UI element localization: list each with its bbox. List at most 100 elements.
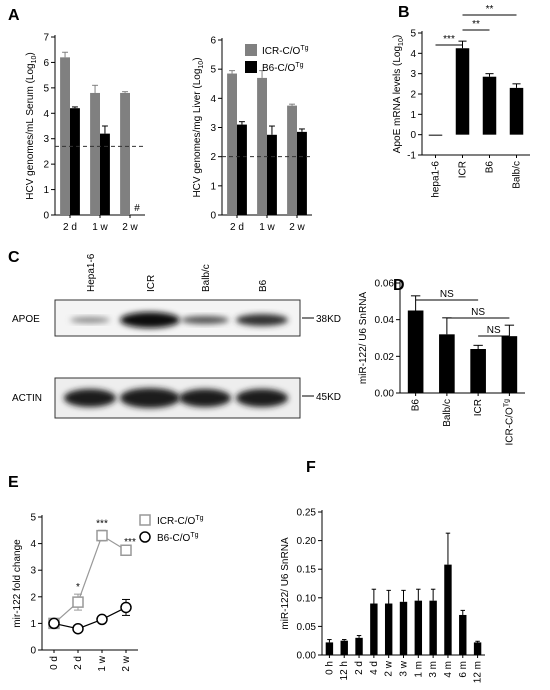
lane-label: ICR bbox=[146, 275, 157, 292]
text-part: 0 d bbox=[49, 656, 60, 670]
panel-label: E bbox=[8, 474, 19, 491]
bar bbox=[120, 92, 130, 215]
y-tick-label: 4 bbox=[410, 49, 416, 60]
y-label-part: ) bbox=[25, 52, 36, 55]
text-part: 2 w bbox=[289, 222, 305, 233]
text-part: 3 w bbox=[399, 660, 410, 676]
superscript: Tg bbox=[503, 399, 510, 407]
x-tick-label: 6 m bbox=[458, 661, 469, 678]
y-axis-label: HCV genomes/mg Liver (Log10) bbox=[192, 57, 205, 197]
legend-swatch bbox=[139, 531, 151, 543]
x-tick-label: 2 d bbox=[63, 222, 77, 233]
blot-band bbox=[236, 389, 288, 407]
panel-label: D bbox=[393, 277, 405, 294]
text-part: B6-C/O bbox=[262, 63, 296, 74]
point bbox=[120, 601, 132, 614]
text-part: 2 d bbox=[354, 661, 365, 675]
text-part: 3 m bbox=[428, 661, 439, 678]
blot-band bbox=[70, 317, 110, 323]
blot-band bbox=[181, 316, 229, 324]
y-label-part: HCV genomes/mg Liver (Log bbox=[192, 69, 203, 198]
annotation: ** bbox=[472, 19, 480, 30]
y-tick-label: -1 bbox=[407, 151, 416, 162]
row-label: ACTIN bbox=[12, 393, 42, 404]
bar bbox=[428, 134, 443, 136]
y-axis-label: HCV genomes/mL Serum (Log10) bbox=[25, 52, 38, 200]
x-tick-label: 2 w bbox=[289, 222, 305, 233]
y-tick-label: 0 bbox=[410, 130, 416, 141]
lane-label: Hepa1-6 bbox=[86, 253, 97, 292]
y-label-part: HCV genomes/mL Serum (Log bbox=[25, 63, 36, 199]
bar bbox=[399, 601, 408, 655]
blot-band bbox=[120, 388, 180, 408]
panel-label: F bbox=[306, 459, 316, 476]
x-tick-label: 2 d bbox=[230, 222, 244, 233]
point bbox=[120, 544, 132, 556]
x-tick-label: 2 w bbox=[122, 222, 138, 233]
y-label-part: ) bbox=[392, 35, 403, 38]
y-tick-label: 5 bbox=[410, 29, 416, 40]
y-tick-label: 0.10 bbox=[297, 593, 317, 604]
x-tick-label: 4 m bbox=[443, 661, 454, 678]
y-tick-label: 0.20 bbox=[297, 536, 317, 547]
y-tick-label: 6 bbox=[43, 58, 49, 69]
x-tick-label: 1 m bbox=[413, 661, 424, 678]
panel-label: B bbox=[398, 4, 410, 21]
text-part: 4 m bbox=[443, 661, 454, 678]
row-label: APOE bbox=[12, 314, 40, 325]
y-tick-label: 0.05 bbox=[297, 622, 317, 633]
marker-label: 38KD bbox=[316, 314, 341, 325]
x-tick-label: 0 h bbox=[324, 661, 335, 675]
lane-label: Balb/c bbox=[201, 264, 212, 292]
y-tick-label: 4 bbox=[30, 539, 36, 550]
y-axis-label: miR-122/ U6 SnRNA bbox=[280, 537, 291, 630]
legend-swatch bbox=[245, 44, 257, 56]
y-tick-label: 3 bbox=[43, 134, 49, 145]
text-part: 12 m bbox=[473, 661, 484, 683]
y-tick-label: 0.02 bbox=[375, 352, 395, 363]
y-tick-label: 2 bbox=[30, 592, 36, 603]
blot-band bbox=[64, 389, 116, 407]
text-part: 12 h bbox=[339, 661, 350, 680]
x-tick-label: Balb/c bbox=[512, 161, 523, 189]
text-part: ICR-C/O bbox=[157, 516, 196, 527]
legend-label: B6-C/OTg bbox=[157, 532, 199, 544]
y-tick-label: 3 bbox=[410, 69, 416, 80]
x-tick-label: 2 w bbox=[121, 655, 132, 671]
x-tick-label: 3 w bbox=[399, 660, 410, 676]
bar bbox=[444, 564, 452, 655]
x-tick-label: ICR bbox=[458, 161, 469, 178]
blot-band bbox=[236, 314, 288, 326]
legend-swatch bbox=[139, 514, 151, 526]
y-label-part: 10 bbox=[31, 55, 38, 63]
text-part: 1 w bbox=[92, 222, 108, 233]
y-label-part: 10 bbox=[398, 38, 405, 46]
lane-label: B6 bbox=[258, 279, 269, 292]
text-part: 2 d bbox=[63, 222, 77, 233]
y-axis-label: miR-122/ U6 SnRNA bbox=[358, 292, 369, 385]
text-part: B6 bbox=[485, 161, 496, 174]
x-tick-label: 4 d bbox=[369, 661, 380, 675]
y-label-part: ) bbox=[192, 57, 203, 60]
text-part: 2 w bbox=[121, 655, 132, 671]
text-part: 0 h bbox=[324, 661, 335, 675]
legend-label: B6-C/OTg bbox=[262, 62, 304, 74]
text-part: 2 d bbox=[73, 656, 84, 670]
y-tick-label: 6 bbox=[210, 36, 216, 47]
text-part: 2 w bbox=[122, 222, 138, 233]
y-axis-label: mir-122 fold change bbox=[12, 539, 23, 628]
x-tick-label: 12 m bbox=[473, 661, 484, 683]
legend-swatch bbox=[245, 61, 257, 73]
bar bbox=[325, 642, 334, 655]
superscript: Tg bbox=[195, 515, 203, 522]
annotation: NS bbox=[487, 325, 501, 336]
x-tick-label: 3 m bbox=[428, 661, 439, 678]
blot-band bbox=[179, 389, 231, 407]
bar bbox=[90, 92, 100, 215]
bar bbox=[355, 637, 363, 655]
y-tick-label: 3 bbox=[30, 566, 36, 577]
annotation: *** bbox=[96, 518, 108, 529]
y-tick-label: 2 bbox=[410, 90, 416, 101]
annotation: *** bbox=[443, 34, 455, 45]
